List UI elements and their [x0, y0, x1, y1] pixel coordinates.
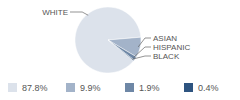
slice-label: BLACK: [153, 52, 180, 61]
slice-label: WHITE: [42, 8, 68, 17]
pie-slice: [108, 37, 141, 57]
legend-swatch: [66, 83, 75, 92]
legend-label: 0.4%: [198, 83, 219, 93]
slice-label: ASIAN: [153, 34, 177, 43]
leader-line: [132, 56, 151, 59]
leader-line: [70, 12, 88, 15]
legend-swatch: [184, 83, 193, 92]
legend-swatch: [8, 83, 17, 92]
slice-labels: WHITE ASIANHISPANICBLACK: [42, 8, 190, 61]
slice-label: HISPANIC: [153, 43, 190, 52]
pie: [75, 7, 141, 73]
pie-slice: [108, 40, 136, 60]
legend-label: 9.9%: [80, 83, 101, 93]
leader-line: [138, 38, 151, 47]
legend-label: 87.8%: [22, 83, 48, 93]
legend-label: 1.9%: [139, 83, 160, 93]
pie-slice: [75, 7, 141, 73]
legend: 87.8% 9.9% 1.9% 0.4%: [8, 83, 219, 93]
legend-swatch: [125, 83, 134, 92]
pie-slice: [108, 40, 134, 61]
chart: WHITE ASIANHISPANICBLACK 87.8% 9.9% 1.9% 0.4%: [0, 0, 240, 100]
